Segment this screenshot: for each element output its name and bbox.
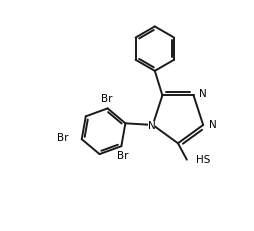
Text: Br: Br: [116, 151, 128, 161]
Text: N: N: [147, 121, 155, 131]
Text: Br: Br: [100, 94, 112, 104]
Text: N: N: [198, 89, 206, 99]
Text: N: N: [208, 120, 216, 130]
Text: Br: Br: [57, 133, 68, 143]
Text: HS: HS: [195, 155, 209, 165]
